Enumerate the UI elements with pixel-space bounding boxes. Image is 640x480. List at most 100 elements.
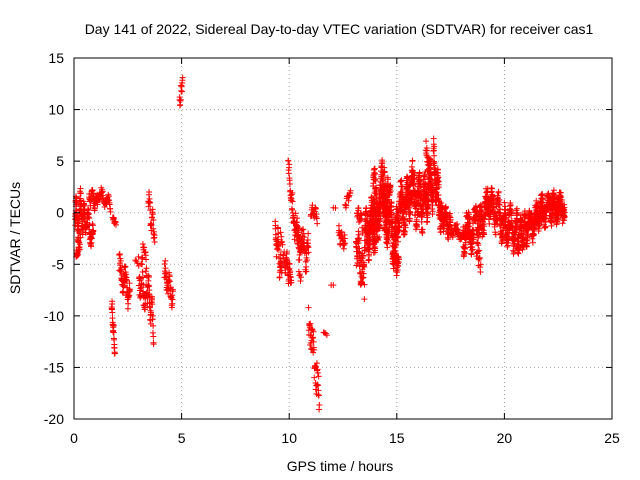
data-point (430, 135, 437, 142)
data-point (337, 229, 344, 236)
data-point (285, 157, 292, 164)
data-point (77, 241, 84, 248)
data-point (150, 333, 157, 340)
data-point (300, 226, 307, 233)
data-point (437, 229, 444, 236)
data-point (278, 233, 285, 240)
y-tick-label: 0 (56, 205, 64, 221)
data-point (150, 322, 157, 329)
data-point (398, 177, 405, 184)
data-point (427, 181, 434, 188)
data-point (413, 224, 420, 231)
x-axis-label: GPS time / hours (287, 458, 394, 474)
data-point (110, 322, 117, 329)
data-point (143, 265, 150, 272)
data-point (416, 170, 423, 177)
data-point (510, 249, 517, 256)
data-point (107, 208, 114, 215)
data-point (110, 329, 117, 336)
data-point (309, 326, 316, 333)
data-point (148, 222, 155, 229)
data-point (305, 244, 312, 251)
data-point (313, 215, 320, 222)
data-point (139, 261, 146, 268)
data-point (496, 196, 503, 203)
data-point (366, 256, 373, 263)
data-point (375, 221, 382, 228)
data-point (274, 236, 281, 243)
data-point (404, 174, 411, 181)
data-point (151, 232, 158, 239)
data-point (404, 174, 411, 181)
data-point (385, 237, 392, 244)
data-point (431, 152, 438, 159)
y-tick-label: -15 (44, 359, 64, 375)
data-point (117, 262, 124, 269)
data-point (277, 251, 284, 258)
data-point (147, 199, 154, 206)
data-point (145, 203, 152, 210)
x-tick-label: 10 (281, 430, 297, 446)
data-point (122, 263, 129, 270)
data-point (427, 175, 434, 182)
data-point (360, 270, 367, 277)
data-point (395, 256, 402, 263)
data-point (285, 170, 292, 177)
data-point (137, 285, 144, 292)
data-point (146, 287, 153, 294)
data-point (358, 279, 365, 286)
data-point (477, 268, 484, 275)
data-point (286, 161, 293, 168)
data-point (343, 202, 350, 209)
data-point (166, 278, 173, 285)
data-point (393, 242, 400, 249)
data-point (149, 301, 156, 308)
data-point (125, 300, 132, 307)
data-point (455, 226, 462, 233)
data-point (423, 138, 430, 145)
data-point (502, 214, 509, 221)
data-point (146, 189, 153, 196)
data-point (76, 246, 83, 253)
data-point (89, 222, 96, 229)
data-point (120, 283, 127, 290)
data-point (289, 198, 296, 205)
data-point (298, 274, 305, 281)
data-point (507, 201, 514, 208)
data-point (381, 193, 388, 200)
data-point (145, 282, 152, 289)
data-point (301, 234, 308, 241)
y-tick-label: 10 (48, 102, 64, 118)
data-point (376, 225, 383, 232)
data-point (559, 220, 566, 227)
data-point (424, 210, 431, 217)
data-point (303, 268, 310, 275)
data-point (310, 338, 317, 345)
data-point (286, 181, 293, 188)
data-point (298, 227, 305, 234)
data-point (520, 235, 527, 242)
y-tick-label: 5 (56, 153, 64, 169)
data-point (379, 158, 386, 165)
data-point (365, 251, 372, 258)
data-point (77, 234, 84, 241)
data-point (285, 266, 292, 273)
x-tick-label: 5 (178, 430, 186, 446)
data-point (498, 240, 505, 247)
data-point (315, 387, 322, 394)
data-point (316, 402, 323, 409)
data-point (148, 309, 155, 316)
data-point (372, 245, 379, 252)
data-point (462, 241, 469, 248)
data-point (486, 220, 493, 227)
data-point (384, 240, 391, 247)
data-point (116, 251, 123, 258)
data-point (338, 234, 345, 241)
data-point (520, 233, 527, 240)
data-point (376, 233, 383, 240)
data-point (435, 178, 442, 185)
data-point (143, 256, 150, 263)
data-point (178, 88, 185, 95)
data-point (446, 210, 453, 217)
